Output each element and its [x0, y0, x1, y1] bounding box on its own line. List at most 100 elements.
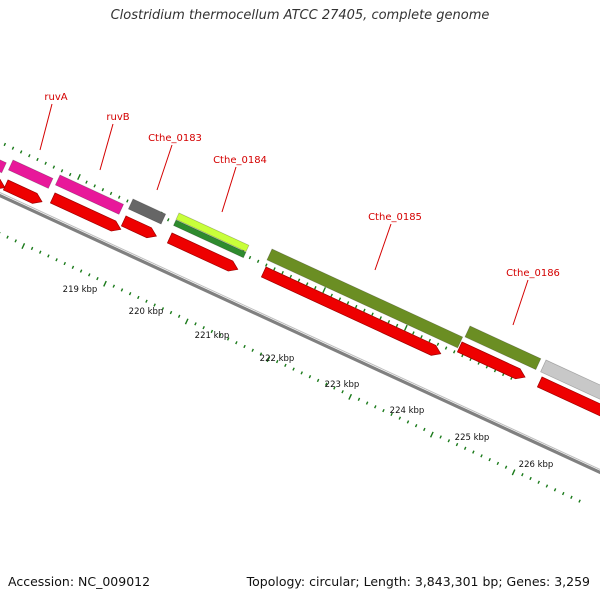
gene-bar-cthe0184-outer	[175, 212, 250, 253]
gene-label-leader	[99, 123, 114, 171]
gene-label-leader	[512, 279, 529, 326]
outer-tick-minor	[52, 165, 56, 169]
cds-arrow-4	[120, 215, 157, 239]
outer-tick-minor	[289, 274, 293, 279]
outer-tick-minor	[363, 308, 366, 312]
inner-tick-minor	[578, 499, 581, 503]
outer-tick-minor	[412, 331, 415, 335]
kbp-label: 219 kbp	[63, 285, 98, 295]
outer-tick-minor	[395, 323, 399, 328]
inner-tick-minor	[333, 386, 336, 390]
inner-tick-minor	[71, 265, 75, 269]
inner-tick-minor	[553, 488, 557, 492]
inner-tick-minor	[480, 454, 483, 458]
inner-tick-minor	[561, 491, 565, 496]
outer-tick-minor	[428, 338, 432, 343]
inner-tick-minor	[414, 424, 418, 428]
gene-label-layer: ruvA ruvB Cthe_0183 Cthe_0184 Cthe_0185 Cthe_…	[39, 92, 560, 326]
inner-tick-minor	[537, 480, 540, 484]
inner-tick-minor	[374, 405, 377, 409]
inner-tick-minor	[504, 465, 508, 469]
gene-bar-next	[540, 359, 600, 400]
inner-tick-minor	[177, 314, 181, 318]
inner-tick-ring	[0, 232, 581, 503]
inner-tick-minor	[521, 473, 524, 477]
inner-tick-minor	[472, 450, 475, 454]
inner-tick-minor	[30, 246, 34, 251]
inner-tick-minor	[6, 235, 9, 239]
gene-label: ruvA	[44, 92, 67, 103]
genome-backbone	[0, 192, 600, 475]
inner-tick-major	[21, 243, 26, 250]
outer-tick-minor	[44, 161, 47, 165]
outer-tick-minor	[60, 169, 64, 173]
inner-tick-minor	[47, 254, 50, 258]
outer-tick-minor	[379, 316, 382, 320]
inner-tick-minor	[79, 269, 83, 273]
inner-tick-minor	[324, 382, 328, 386]
inner-tick-minor	[308, 375, 312, 379]
inner-tick-minor	[55, 258, 58, 262]
inner-tick-minor	[292, 367, 295, 371]
inner-tick-minor	[63, 261, 67, 266]
cds-arrow-3	[49, 192, 122, 232]
gene-label-leader	[156, 144, 173, 191]
inner-tick-minor	[316, 378, 320, 383]
inner-tick-minor	[226, 337, 230, 341]
topology-text: Topology: circular; Length: 3,843,301 bp…	[246, 574, 590, 589]
feature-track-top	[0, 159, 600, 400]
cds-arrow-5	[166, 232, 239, 272]
inner-tick-major	[429, 431, 434, 438]
inner-tick-major	[103, 280, 107, 287]
inner-tick-major	[348, 393, 353, 400]
gene-label-leader	[221, 166, 237, 213]
kbp-label: 226 kbp	[519, 460, 554, 470]
inner-tick-minor	[210, 329, 214, 334]
inner-tick-minor	[447, 439, 451, 443]
outer-tick-minor	[117, 195, 121, 199]
kbp-label: 222 kbp	[260, 354, 295, 364]
outer-tick-minor	[11, 146, 15, 150]
inner-tick-minor	[275, 359, 279, 364]
backbone-highlight	[0, 192, 600, 470]
kbp-label: 223 kbp	[325, 380, 360, 390]
outer-tick-major	[77, 173, 81, 181]
outer-tick-major	[322, 287, 327, 294]
inner-tick-minor	[423, 427, 426, 432]
outer-tick-minor	[452, 350, 456, 354]
outer-tick-minor	[93, 184, 96, 188]
outer-tick-minor	[387, 319, 391, 324]
outer-tick-minor	[68, 172, 72, 177]
outer-tick-ring	[3, 142, 513, 380]
outer-tick-minor	[281, 270, 284, 275]
inner-tick-minor	[570, 495, 573, 499]
gene-bar-ruvb	[54, 174, 125, 215]
gene-label: Cthe_0184	[213, 155, 267, 166]
inner-tick-minor	[357, 397, 361, 401]
outer-tick-minor	[330, 293, 333, 297]
gene-label-leader	[39, 103, 53, 151]
inner-tick-minor	[145, 299, 148, 303]
inner-tick-minor	[87, 273, 91, 277]
inner-tick-minor	[463, 446, 467, 450]
cds-arrow-7	[456, 341, 526, 380]
inner-tick-minor	[14, 239, 17, 243]
inner-tick-minor	[390, 412, 393, 417]
inner-tick-minor	[235, 341, 238, 345]
map-title: Clostridium thermocellum ATCC 27405, com…	[110, 8, 490, 23]
inner-tick-minor	[169, 310, 173, 315]
outer-tick-minor	[338, 297, 342, 301]
inner-tick-minor	[455, 442, 459, 447]
outer-tick-minor	[305, 282, 309, 286]
outer-tick-minor	[36, 157, 39, 162]
outer-tick-minor	[126, 199, 129, 203]
inner-tick-minor	[496, 461, 500, 466]
inner-tick-minor	[218, 333, 222, 337]
inner-tick-minor	[128, 292, 132, 296]
inner-tick-minor	[38, 250, 42, 254]
kbp-label: 224 kbp	[390, 406, 425, 416]
outer-tick-minor	[420, 335, 423, 339]
backbone-line	[0, 193, 600, 475]
outer-tick-minor	[297, 278, 301, 282]
